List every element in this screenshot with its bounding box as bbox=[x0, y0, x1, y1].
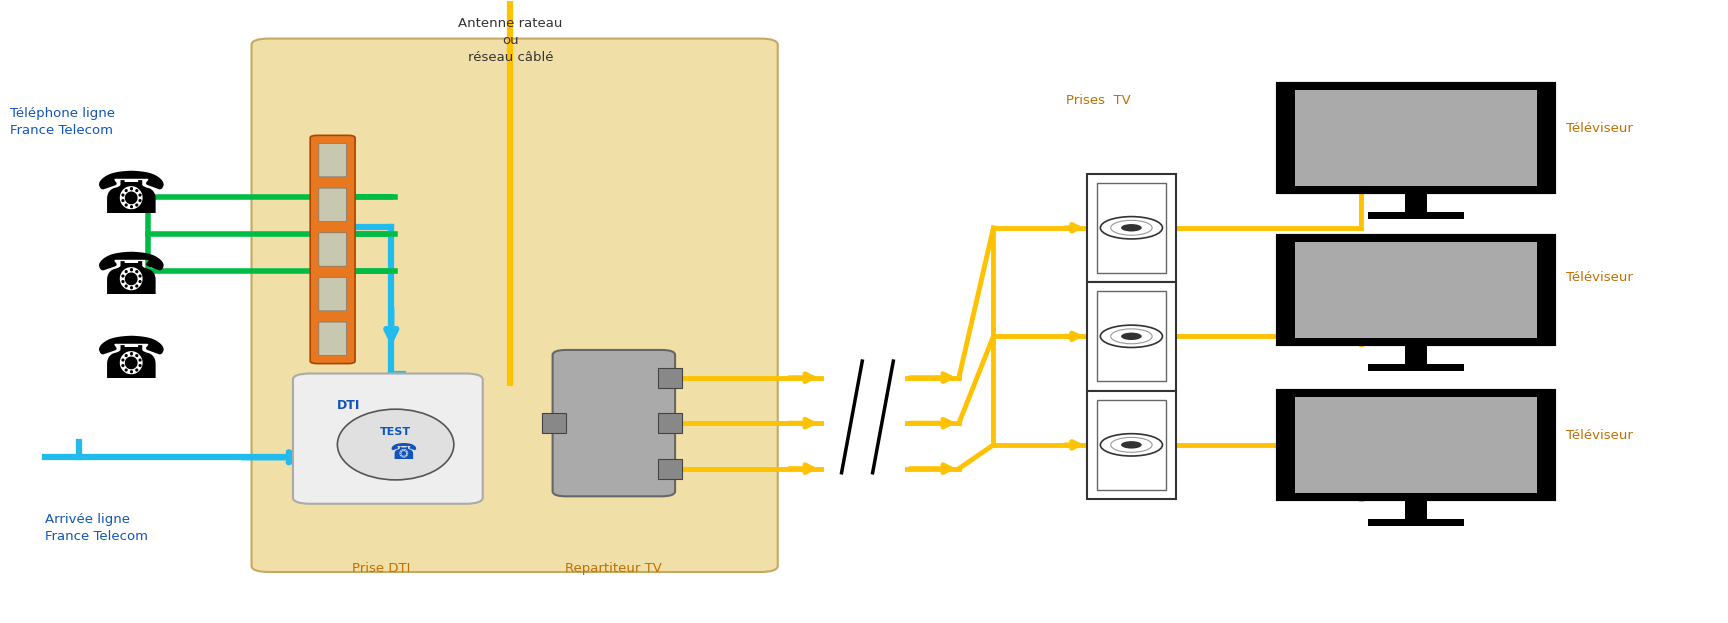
Circle shape bbox=[1121, 441, 1142, 449]
Bar bbox=[1369, 519, 1464, 526]
Bar bbox=[1296, 90, 1536, 186]
Bar bbox=[1296, 242, 1536, 338]
Bar bbox=[1405, 344, 1427, 364]
Bar bbox=[1369, 364, 1464, 371]
FancyBboxPatch shape bbox=[1279, 235, 1553, 344]
Text: TEST: TEST bbox=[380, 427, 411, 437]
FancyBboxPatch shape bbox=[320, 188, 346, 222]
FancyBboxPatch shape bbox=[252, 39, 778, 572]
Bar bbox=[1097, 183, 1166, 273]
Text: Téléviseur: Téléviseur bbox=[1566, 271, 1633, 284]
Text: Repartiteur TV: Repartiteur TV bbox=[565, 563, 662, 576]
Circle shape bbox=[1101, 217, 1163, 239]
FancyBboxPatch shape bbox=[320, 277, 346, 311]
FancyBboxPatch shape bbox=[553, 350, 676, 497]
FancyBboxPatch shape bbox=[658, 459, 683, 478]
FancyBboxPatch shape bbox=[1279, 83, 1553, 192]
Circle shape bbox=[1121, 333, 1142, 340]
Bar bbox=[1405, 192, 1427, 212]
Text: ☎: ☎ bbox=[389, 443, 416, 463]
Bar bbox=[1296, 397, 1536, 493]
Ellipse shape bbox=[337, 409, 454, 480]
Text: Prise DTI: Prise DTI bbox=[353, 563, 410, 576]
Text: Téléviseur: Téléviseur bbox=[1566, 122, 1633, 135]
FancyBboxPatch shape bbox=[320, 143, 346, 177]
FancyBboxPatch shape bbox=[658, 368, 683, 388]
FancyBboxPatch shape bbox=[294, 374, 482, 504]
FancyBboxPatch shape bbox=[658, 413, 683, 433]
FancyBboxPatch shape bbox=[320, 322, 346, 356]
Bar bbox=[1097, 292, 1166, 381]
FancyBboxPatch shape bbox=[320, 233, 346, 266]
Bar bbox=[1087, 173, 1177, 282]
Text: DTI: DTI bbox=[337, 399, 361, 412]
Bar bbox=[1097, 400, 1166, 490]
FancyBboxPatch shape bbox=[543, 413, 567, 433]
FancyBboxPatch shape bbox=[311, 135, 354, 364]
Circle shape bbox=[1121, 224, 1142, 232]
Text: ☎: ☎ bbox=[95, 333, 168, 389]
Circle shape bbox=[1101, 325, 1163, 348]
Text: Téléphone ligne
France Telecom: Téléphone ligne France Telecom bbox=[10, 107, 116, 137]
Bar bbox=[1087, 282, 1177, 391]
Text: ☎: ☎ bbox=[95, 249, 168, 306]
Bar bbox=[1369, 212, 1464, 219]
Text: ☎: ☎ bbox=[95, 168, 168, 226]
Circle shape bbox=[1101, 434, 1163, 456]
Text: Prises  TV: Prises TV bbox=[1066, 94, 1130, 107]
Text: Téléviseur: Téléviseur bbox=[1566, 429, 1633, 442]
Text: Arrivée ligne
France Telecom: Arrivée ligne France Telecom bbox=[45, 513, 147, 543]
Bar bbox=[1405, 499, 1427, 519]
Bar bbox=[1087, 391, 1177, 499]
FancyBboxPatch shape bbox=[1279, 391, 1553, 499]
Text: Antenne rateau
ou
réseau câblé: Antenne rateau ou réseau câblé bbox=[458, 17, 563, 64]
